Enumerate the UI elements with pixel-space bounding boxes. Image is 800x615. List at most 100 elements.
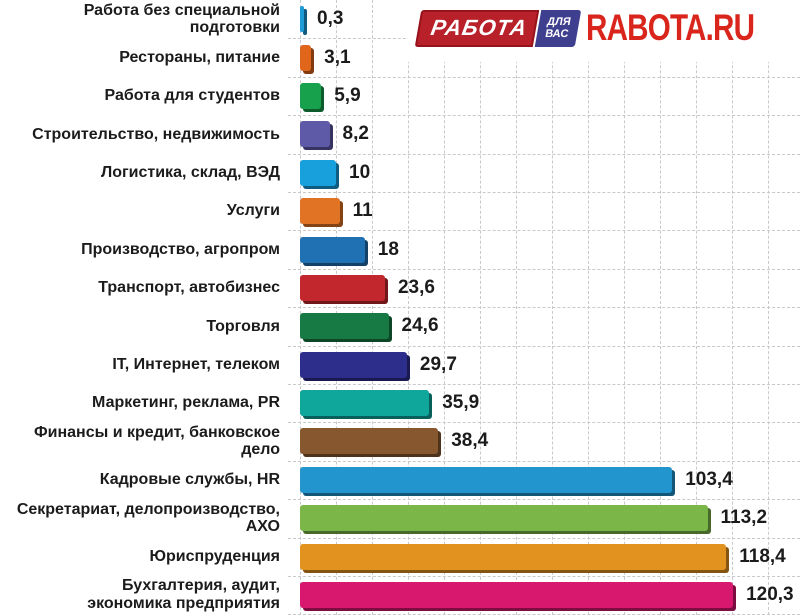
horizontal-gridline	[288, 307, 800, 309]
chart-row: Логистика, склад, ВЭД 10	[0, 154, 800, 192]
horizontal-gridline	[288, 460, 800, 462]
chart-row: Секретариат, делопроизводство, АХО 113,2	[0, 499, 800, 537]
horizontal-gridline	[288, 268, 800, 270]
bar	[300, 6, 304, 33]
bar-area: 23,6	[300, 274, 800, 301]
bar	[300, 159, 336, 186]
value-label: 11	[352, 200, 373, 222]
category-label: Логистика, склад, ВЭД	[100, 163, 280, 181]
chart-row: Бухгалтерия, аудит, экономика предприяти…	[0, 576, 800, 614]
bar	[300, 82, 322, 109]
chart-row: IT, Интернет, телеком 29,7	[0, 346, 800, 384]
category-label: Производство, агропром	[81, 240, 280, 258]
category-label: IT, Интернет, телеком	[112, 355, 280, 373]
bar-area: 8,2	[300, 121, 800, 148]
value-label: 120,3	[746, 584, 794, 606]
category-label: Маркетинг, реклама, PR	[92, 394, 280, 412]
chart-row: Транспорт, автобизнес 23,6	[0, 269, 800, 307]
category-label: Бухгалтерия, аудит, экономика предприяти…	[87, 577, 280, 613]
bar-area: 120,3	[300, 582, 800, 609]
horizontal-gridline	[288, 384, 800, 385]
bar	[300, 466, 673, 493]
bar	[300, 582, 734, 609]
bar	[300, 543, 727, 570]
category-label: Финансы и кредит, банковское дело	[33, 423, 280, 459]
chart-row: Услуги 11	[0, 192, 800, 230]
bar-area: 5,9	[300, 82, 800, 109]
value-label: 38,4	[451, 430, 489, 452]
rabota-logo-red-box: РАБОТА	[414, 9, 540, 47]
category-label: Строительство, недвижимость	[32, 125, 280, 143]
chart-row: Маркетинг, реклама, PR 35,9	[0, 384, 800, 422]
horizontal-gridline	[288, 499, 800, 501]
category-label: Работа без специальной подготовки	[83, 1, 280, 37]
horizontal-gridline	[288, 76, 800, 78]
horizontal-gridline	[288, 422, 800, 424]
bar	[300, 274, 385, 301]
chart-row: Торговля 24,6	[0, 307, 800, 345]
bar	[300, 313, 389, 340]
bar-area: 103,4	[300, 466, 800, 493]
category-label: Кадровые службы, HR	[99, 471, 280, 489]
chart-row: Производство, агропром 18	[0, 230, 800, 268]
rabota-ru-wordmark: RABOTA.RU	[585, 7, 755, 48]
value-label: 29,7	[419, 353, 457, 375]
rabota-logo-text: РАБОТА	[429, 14, 530, 40]
bar-area: 118,4	[300, 543, 800, 570]
value-label: 0,3	[317, 8, 344, 30]
bar	[300, 351, 407, 378]
chart-row: Рестораны, питание 3,1	[0, 38, 800, 76]
bar	[300, 505, 708, 532]
value-label: 118,4	[739, 545, 786, 567]
category-label: Работа для студентов	[104, 87, 280, 105]
chart-row: Работа для студентов 5,9	[0, 77, 800, 115]
chart-row: Юриспруденция 118,4	[0, 537, 800, 575]
bar	[300, 390, 430, 417]
chart-row: Финансы и кредит, банковское дело 38,4	[0, 422, 800, 460]
category-label: Юриспруденция	[149, 547, 280, 565]
bar-area: 24,6	[300, 313, 800, 340]
horizontal-gridline	[288, 576, 800, 577]
value-label: 5,9	[334, 84, 361, 106]
bar	[300, 44, 312, 71]
value-label: 24,6	[401, 315, 439, 337]
plot-area	[288, 0, 800, 615]
category-label: Рестораны, питание	[119, 48, 280, 66]
rabota-logo-blue-box: ДЛЯ ВАС	[535, 9, 582, 47]
value-label: 35,9	[442, 392, 480, 414]
horizontal-gridline	[288, 537, 800, 539]
horizontal-gridline	[288, 345, 800, 347]
bar-area: 10	[300, 159, 800, 186]
value-label: 103,4	[685, 468, 733, 490]
horizontal-gridline	[288, 153, 800, 155]
bar-area: 18	[300, 236, 800, 263]
bar-area: 3,1	[300, 44, 800, 71]
value-label: 23,6	[397, 276, 435, 298]
value-label: 3,1	[324, 46, 351, 68]
chart-row: Работа без специальной подготовки 0,3	[0, 0, 800, 38]
bar-area: 35,9	[300, 390, 800, 417]
bar-area: 38,4	[300, 428, 800, 455]
rabota-logo: РАБОТА ДЛЯ ВАС RABOTA.RU	[408, 0, 800, 62]
bar	[300, 198, 340, 225]
horizontal-gridline	[288, 230, 800, 232]
bar-area: 0,3	[300, 6, 800, 33]
category-label: Услуги	[226, 202, 280, 220]
vas-text: ВАС	[544, 27, 570, 39]
value-label: 10	[349, 161, 371, 183]
category-label: Секретариат, делопроизводство, АХО	[16, 500, 280, 536]
bar	[300, 428, 439, 455]
chart-row: Кадровые службы, HR 103,4	[0, 461, 800, 499]
value-label: 113,2	[720, 507, 768, 529]
bar	[300, 236, 365, 263]
value-label: 18	[377, 238, 399, 260]
dlya-text: ДЛЯ	[546, 15, 572, 28]
rabota-dlya-vas-logo: РАБОТА ДЛЯ ВАС	[414, 9, 582, 47]
horizontal-gridline	[288, 192, 800, 193]
bar-area: 11	[300, 198, 800, 225]
bar	[300, 121, 330, 148]
bar-area: 29,7	[300, 351, 800, 378]
chart-row: Строительство, недвижимость 8,2	[0, 115, 800, 153]
